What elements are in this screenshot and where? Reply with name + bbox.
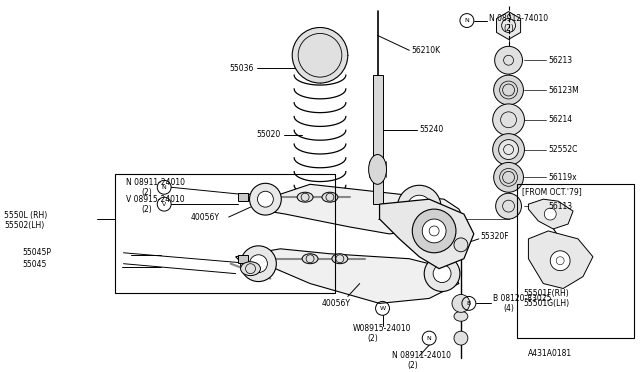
Circle shape <box>544 208 556 220</box>
Text: N: N <box>465 18 469 23</box>
Text: 55240: 55240 <box>419 125 444 134</box>
Circle shape <box>412 209 456 253</box>
Text: B 08120-83025: B 08120-83025 <box>493 294 551 303</box>
Bar <box>372 75 383 204</box>
Text: 56210K: 56210K <box>412 46 440 55</box>
Circle shape <box>550 251 570 271</box>
Circle shape <box>407 195 431 219</box>
Text: B: B <box>467 301 471 306</box>
Text: (2): (2) <box>141 188 152 197</box>
Ellipse shape <box>297 192 313 202</box>
Text: 56123M: 56123M <box>548 86 579 94</box>
Text: 56213: 56213 <box>548 56 572 65</box>
Ellipse shape <box>302 254 318 264</box>
Bar <box>115 174 335 294</box>
Text: 5550L (RH): 5550L (RH) <box>4 211 47 219</box>
Circle shape <box>241 246 276 282</box>
Bar <box>237 255 248 263</box>
Text: (2): (2) <box>141 205 152 214</box>
Text: N: N <box>162 185 166 190</box>
Polygon shape <box>529 199 573 229</box>
Text: W: W <box>380 306 385 311</box>
Circle shape <box>493 75 524 105</box>
Text: (2): (2) <box>407 362 418 371</box>
Text: (2): (2) <box>504 24 515 33</box>
Text: 40056Y: 40056Y <box>191 212 220 222</box>
Text: N 08911-24010: N 08911-24010 <box>392 352 451 360</box>
Polygon shape <box>380 199 474 269</box>
Text: N 08912-74010: N 08912-74010 <box>489 14 548 23</box>
Circle shape <box>433 265 451 283</box>
Bar <box>516 184 634 338</box>
Text: (4): (4) <box>504 304 515 313</box>
Circle shape <box>454 238 468 252</box>
Circle shape <box>292 28 348 83</box>
Text: 55036: 55036 <box>229 64 253 73</box>
Ellipse shape <box>241 262 260 276</box>
Polygon shape <box>236 249 459 304</box>
Text: N: N <box>427 336 431 341</box>
Text: 55045P: 55045P <box>22 248 51 257</box>
Text: 56113: 56113 <box>548 202 572 211</box>
Text: 55045: 55045 <box>22 260 47 269</box>
Text: 56119x: 56119x <box>548 173 577 182</box>
Ellipse shape <box>454 311 468 321</box>
Circle shape <box>493 134 524 166</box>
Bar <box>237 193 248 201</box>
Text: 55320F: 55320F <box>481 232 509 241</box>
Circle shape <box>257 191 273 207</box>
Text: 55501G(LH): 55501G(LH) <box>524 299 570 308</box>
Text: A431A0181: A431A0181 <box>529 349 573 357</box>
Text: W08915-24010: W08915-24010 <box>353 324 412 333</box>
Ellipse shape <box>332 254 348 264</box>
Text: [FROM OCT.'79]: [FROM OCT.'79] <box>522 187 582 196</box>
Text: 55502(LH): 55502(LH) <box>4 221 45 231</box>
Circle shape <box>422 219 446 243</box>
Text: 52552C: 52552C <box>548 145 578 154</box>
Circle shape <box>493 163 524 192</box>
Polygon shape <box>529 231 593 289</box>
Circle shape <box>250 183 282 215</box>
Text: V 08915-24010: V 08915-24010 <box>127 195 185 204</box>
Circle shape <box>493 104 524 136</box>
Text: 56214: 56214 <box>548 115 572 124</box>
Text: 55020: 55020 <box>256 130 280 139</box>
Ellipse shape <box>322 192 338 202</box>
Text: N 08911-24010: N 08911-24010 <box>127 178 186 187</box>
Polygon shape <box>497 12 520 39</box>
Text: 40056Y: 40056Y <box>322 299 351 308</box>
Text: V: V <box>162 202 166 207</box>
Circle shape <box>495 193 522 219</box>
Text: 55501F(RH): 55501F(RH) <box>524 289 569 298</box>
Circle shape <box>452 295 470 312</box>
Circle shape <box>424 256 460 292</box>
Ellipse shape <box>369 154 387 184</box>
Circle shape <box>495 46 522 74</box>
Text: (2): (2) <box>367 334 378 343</box>
Polygon shape <box>246 184 464 234</box>
Circle shape <box>454 331 468 345</box>
Circle shape <box>397 185 441 229</box>
Circle shape <box>499 140 518 160</box>
Circle shape <box>250 255 268 273</box>
